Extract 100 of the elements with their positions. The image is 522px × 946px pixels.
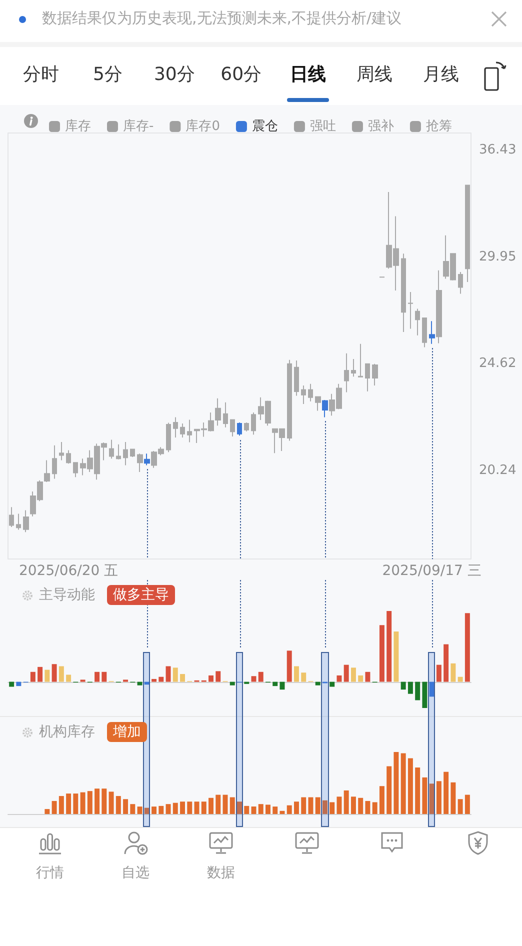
bar	[294, 666, 299, 682]
bar	[180, 674, 186, 682]
candlestick	[458, 272, 463, 294]
bar	[94, 788, 100, 814]
bar	[194, 802, 200, 814]
y-tick-label: 36.43	[479, 142, 516, 158]
bar	[266, 804, 270, 814]
bar	[137, 682, 142, 686]
bar	[66, 794, 72, 814]
y-tick-label: 29.95	[479, 249, 516, 264]
bar	[358, 798, 364, 814]
bar	[58, 666, 64, 682]
bar	[152, 806, 157, 814]
bar	[394, 752, 399, 814]
bar	[166, 804, 171, 814]
bar	[244, 806, 250, 814]
bar	[429, 784, 434, 814]
bar	[251, 676, 256, 682]
text: 分时	[23, 64, 59, 85]
bar	[330, 802, 335, 814]
bar	[116, 796, 121, 814]
bar	[450, 782, 456, 814]
candlestick	[301, 385, 306, 405]
text: 周线	[356, 64, 392, 85]
candlestick	[287, 359, 292, 442]
bar	[350, 796, 356, 814]
bar	[464, 794, 470, 814]
bar	[358, 675, 364, 682]
candlestick	[429, 320, 435, 344]
bar	[436, 664, 442, 682]
candlestick	[251, 412, 256, 436]
bar	[415, 768, 420, 814]
bar	[216, 671, 221, 682]
chart-title: 主导动能	[39, 586, 95, 604]
bar	[251, 806, 256, 814]
candlestick	[16, 513, 21, 530]
text: 30分	[154, 64, 195, 85]
candlestick	[322, 400, 328, 418]
bar	[130, 804, 136, 814]
bar	[201, 802, 206, 814]
bar	[400, 753, 406, 814]
bar	[365, 800, 370, 814]
bar	[258, 672, 264, 682]
text: 日线	[290, 64, 326, 85]
bar	[44, 809, 50, 814]
bar	[237, 802, 242, 814]
bar	[344, 790, 349, 814]
candlestick	[9, 506, 14, 528]
bar	[38, 666, 43, 682]
candlestick	[401, 253, 406, 333]
bar	[123, 799, 128, 814]
bar	[216, 794, 221, 814]
bar	[286, 805, 292, 814]
candlestick	[180, 422, 185, 438]
bar	[379, 786, 384, 814]
legend-label: 库存0	[186, 119, 220, 134]
candlestick	[116, 444, 121, 460]
bar	[230, 797, 235, 814]
candlestick	[422, 318, 427, 348]
bar	[322, 800, 328, 814]
bar	[44, 670, 50, 682]
bar	[330, 682, 335, 687]
bar	[301, 672, 306, 682]
text: 数据	[207, 865, 236, 881]
bar	[294, 802, 299, 814]
bar	[16, 682, 22, 686]
bar	[158, 806, 164, 814]
bar	[444, 644, 449, 682]
candlestick	[244, 422, 249, 432]
bar	[9, 682, 14, 687]
bar	[272, 682, 278, 686]
bar	[315, 682, 320, 686]
bar	[450, 663, 456, 682]
legend-label: 库存	[65, 119, 91, 134]
bar	[286, 650, 292, 682]
bar	[365, 672, 370, 682]
bar	[58, 796, 64, 814]
bar	[180, 802, 186, 814]
bar	[166, 666, 171, 682]
bar	[394, 632, 399, 682]
x-tick-label: 2025/06/20 五	[18, 563, 118, 579]
legend-label: 库存-	[123, 119, 154, 134]
bar	[400, 682, 406, 690]
bar	[208, 798, 214, 814]
candlestick	[123, 442, 128, 466]
bar	[172, 802, 178, 814]
candlestick	[408, 292, 413, 330]
bar	[458, 799, 463, 814]
text: 5分	[92, 64, 122, 85]
bar	[444, 772, 449, 814]
candlestick	[23, 510, 29, 533]
text: 60分	[220, 64, 262, 85]
bar	[73, 794, 78, 814]
bar	[422, 777, 428, 814]
bar	[208, 675, 214, 682]
candlestick	[351, 358, 356, 378]
bar	[344, 664, 349, 682]
bar	[172, 668, 178, 682]
bar	[30, 672, 36, 682]
bar	[152, 678, 157, 682]
